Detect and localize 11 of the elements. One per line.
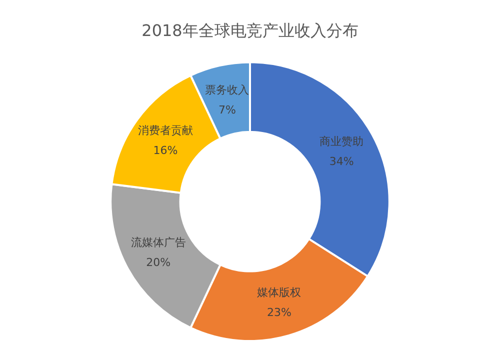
slice-label: 流媒体广告	[130, 236, 186, 249]
data-label: 34%	[329, 155, 354, 168]
slice-label: 媒体版权	[257, 286, 302, 299]
slice-label: 消费者贡献	[138, 124, 193, 138]
slice-label: 商业赞助	[320, 135, 364, 148]
slice-label: 票务收入	[205, 83, 250, 96]
data-label: 16%	[153, 144, 178, 158]
data-label: 7%	[218, 103, 236, 116]
chart-title: 2018年全球电竞产业收入分布	[142, 20, 358, 40]
data-label: 23%	[266, 306, 292, 319]
data-label: 20%	[146, 256, 171, 269]
